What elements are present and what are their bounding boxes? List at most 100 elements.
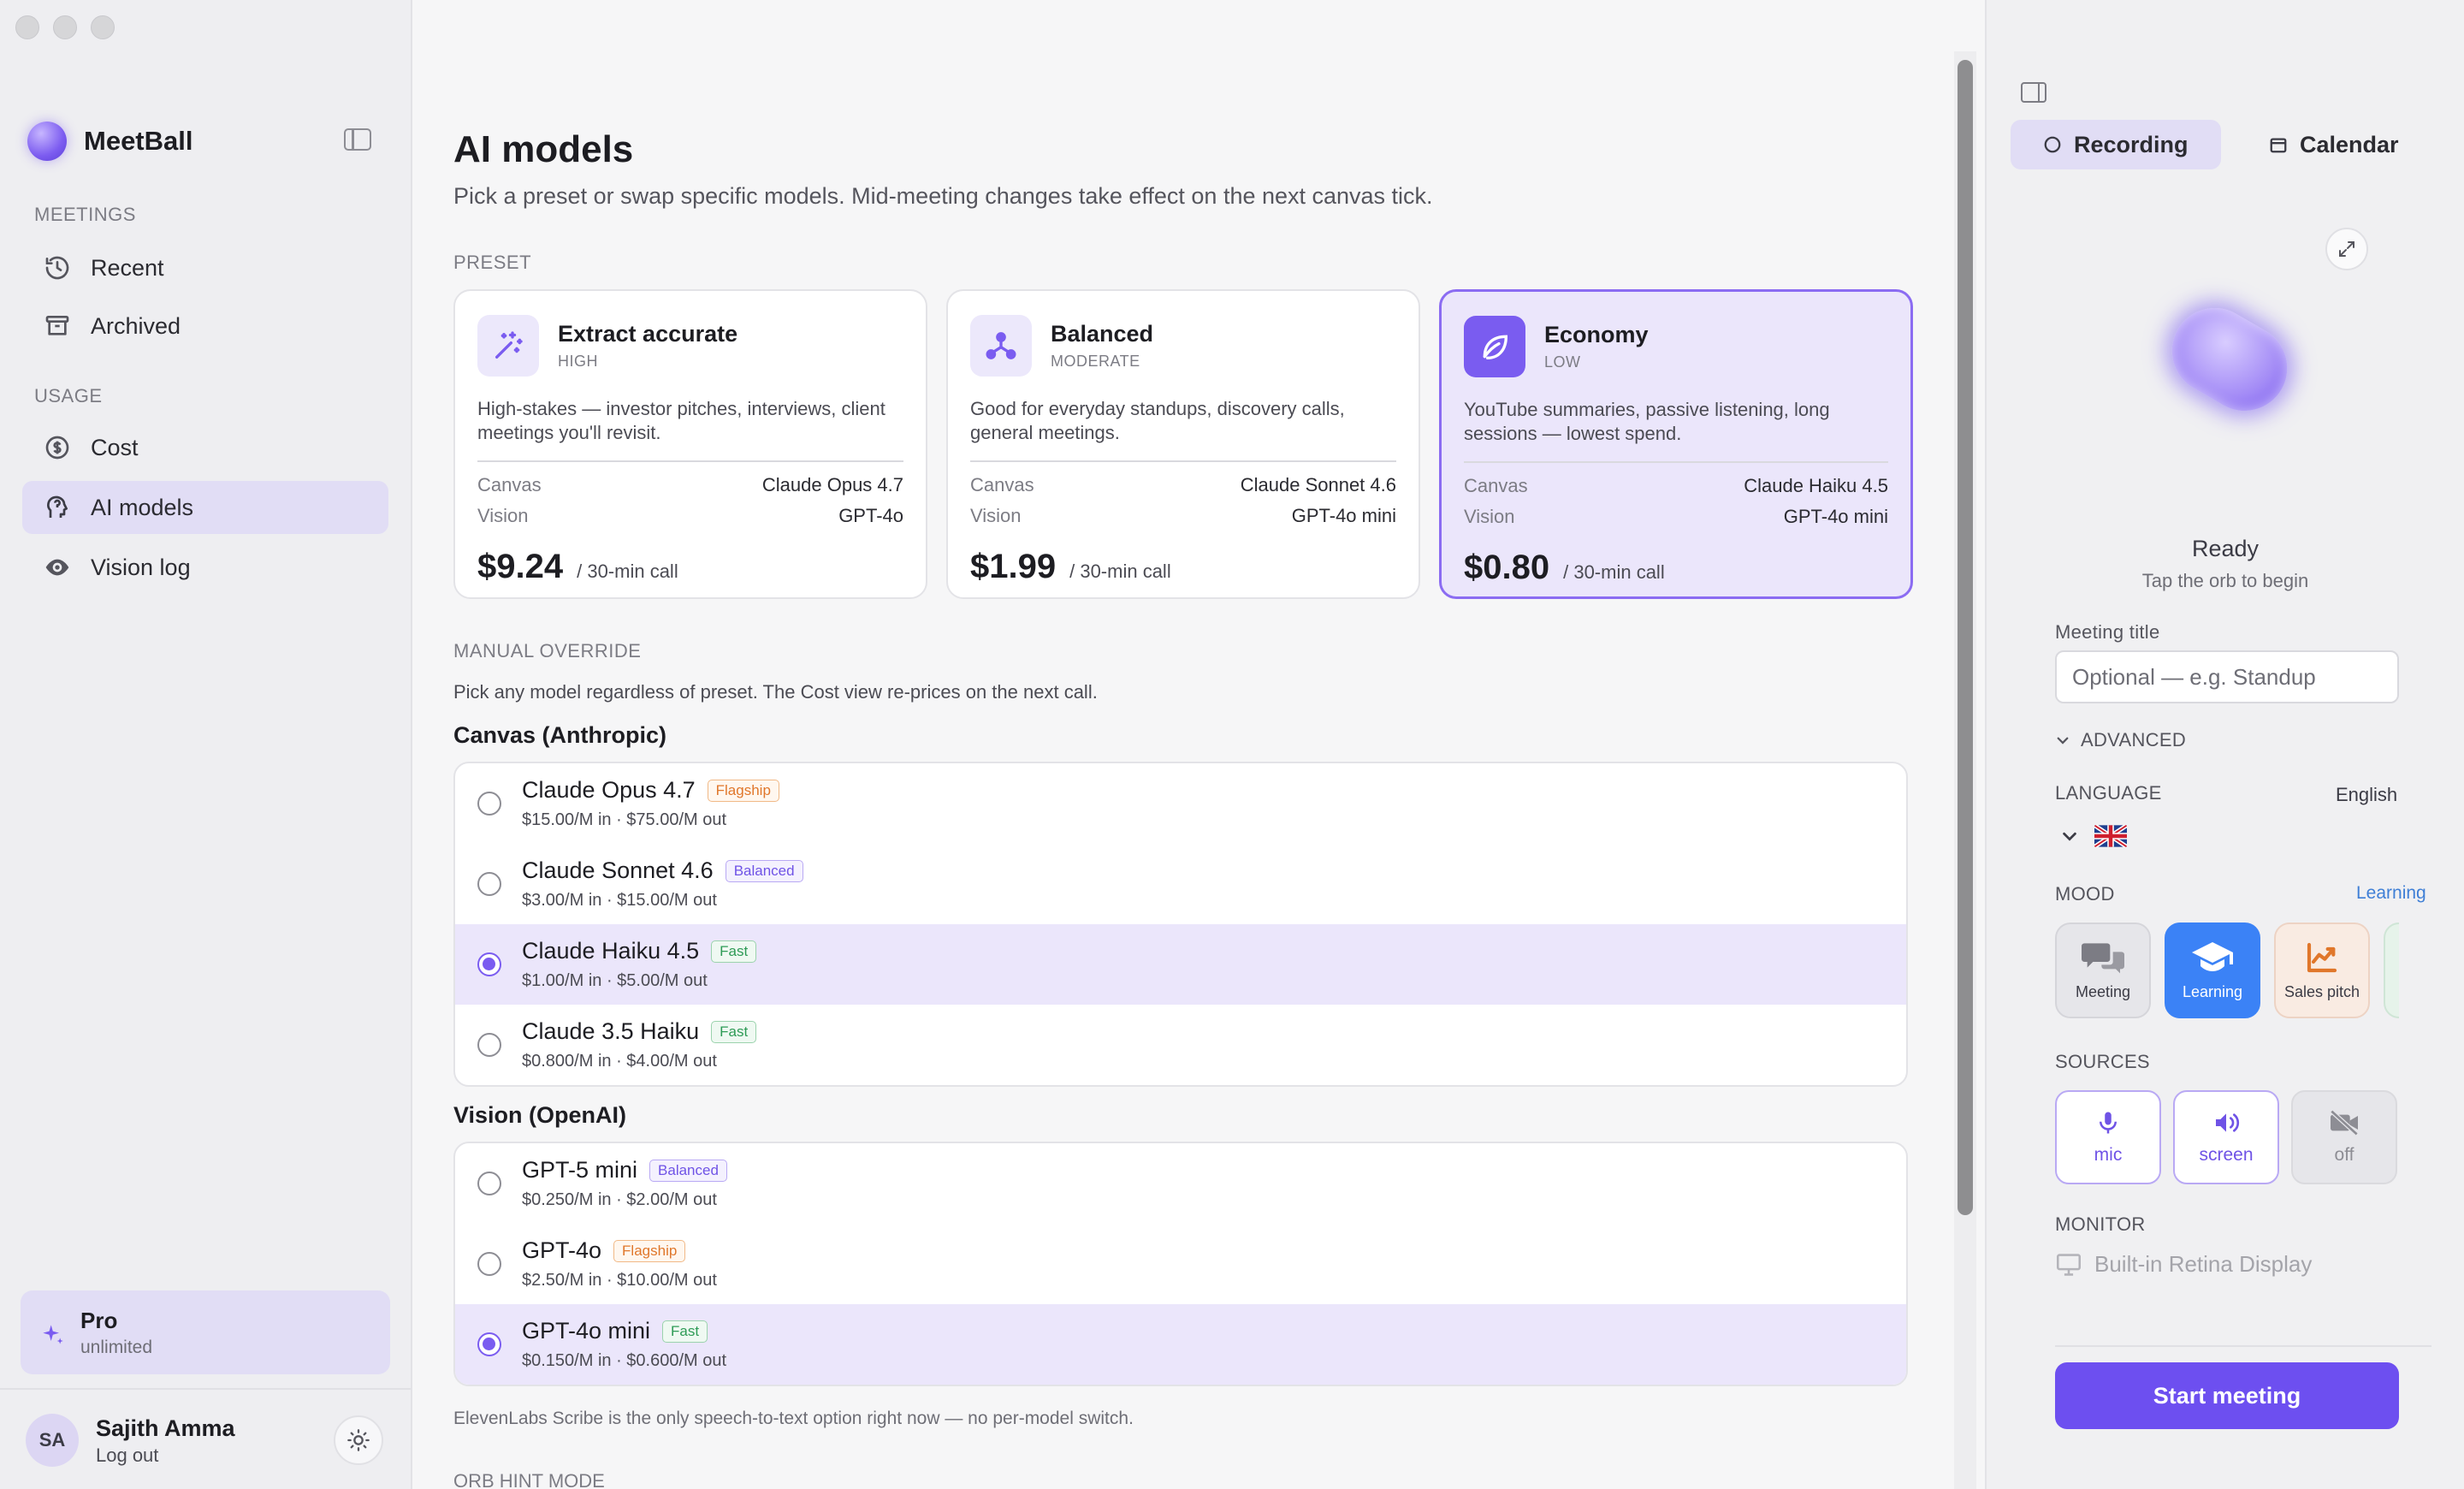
mood-option-label: Sales pitch [2283,982,2360,1000]
mood-option-sales-pitch[interactable]: Sales pitch [2274,922,2370,1018]
mic-icon [2100,1112,2117,1134]
advanced-toggle[interactable]: ADVANCED [2055,729,2186,751]
recording-panel: Recording Calendar Ready Tap the orb to … [1985,0,2464,1489]
model-option-claude-sonnet-4-6[interactable]: Claude Sonnet 4.6 Balanced $3.00/M in · $… [455,844,1906,924]
close-window-button[interactable] [15,15,39,39]
preset-name: Balanced [1051,321,1154,347]
main-content: AI models Pick a preset or swap specific… [412,0,1985,1489]
manual-override-label: MANUAL OVERRIDE [453,640,642,661]
chevron-down-icon [2063,832,2076,841]
graduation-cap-icon [2192,941,2233,971]
user-footer: SA Sajith Amma Log out [0,1388,411,1489]
canvas-label: Canvas [1464,475,1528,496]
source-mic-button[interactable]: mic [2055,1090,2161,1184]
sidebar-item-label: Cost [91,434,139,460]
model-option-gpt-5-mini[interactable]: GPT-5 mini Balanced $0.250/M in · $2.00/M… [455,1143,1906,1224]
plan-subtitle: unlimited [80,1338,153,1357]
source-label: screen [2199,1145,2254,1165]
language-label: LANGUAGE [2055,782,2162,804]
orb-hint-mode-label: ORB HINT MODE [453,1470,605,1489]
recording-orb[interactable] [2141,291,2312,445]
monitor-label: MONITOR [2055,1213,2146,1235]
preset-level: HIGH [558,353,598,370]
status-text: Ready [2191,536,2260,561]
preset-price-unit: / 30-min call [1069,561,1171,582]
sidebar-item-vision-log[interactable]: Vision log [22,541,388,594]
page-title: AI models [453,128,634,170]
display-icon [2057,1253,2081,1276]
radio-button-selected[interactable] [477,1332,501,1356]
sidebar-item-ai-models[interactable]: AI models [22,481,388,534]
logout-link[interactable]: Log out [96,1445,159,1466]
language-select[interactable] [2060,825,2127,847]
avatar[interactable]: SA [26,1414,79,1467]
radio-button[interactable] [477,1172,501,1195]
divider [477,460,903,462]
mood-selector: Meeting Learning Sales pitch In [2055,922,2399,1022]
tab-label: Recording [2074,131,2189,157]
calendar-icon [2270,138,2287,153]
radio-button[interactable] [477,1252,501,1276]
start-meeting-button[interactable]: Start meeting [2055,1362,2399,1429]
model-name: GPT-5 mini [522,1157,638,1183]
monitor-select[interactable]: Built-in Retina Display [2055,1251,2312,1278]
canvas-model: Claude Opus 4.7 [761,474,903,495]
sidebar-toggle-icon[interactable] [344,128,371,151]
preset-description: YouTube summaries, passive listening, lo… [1464,399,1830,444]
canvas-group-title: Canvas (Anthropic) [453,722,667,748]
model-badge: Balanced [649,1159,727,1182]
zoom-window-button[interactable] [91,15,115,39]
sources-label: SOURCES [2055,1051,2150,1072]
magic-wand-icon [477,315,539,377]
sidebar-item-label: Archived [91,312,181,339]
model-option-claude-3-5-haiku[interactable]: Claude 3.5 Haiku Fast $0.800/M in · $4.00… [455,1005,1906,1085]
tab-calendar[interactable]: Calendar [2236,120,2431,169]
trend-chart-icon [2307,942,2337,972]
source-camera-off-button[interactable]: off [2291,1090,2397,1184]
uk-flag-icon [2094,825,2127,847]
expand-button[interactable] [2325,228,2368,270]
section-label-usage: USAGE [34,385,103,406]
meeting-title-input[interactable] [2055,650,2399,703]
model-option-gpt-4o-mini[interactable]: GPT-4o mini Fast $0.150/M in · $0.600/M o… [455,1304,1906,1385]
canvas-model-list: Claude Opus 4.7 Flagship $15.00/M in · $7… [453,762,1908,1087]
source-screen-button[interactable]: screen [2173,1090,2279,1184]
tab-recording[interactable]: Recording [2011,120,2221,169]
radio-button-selected[interactable] [477,952,501,976]
chat-bubbles-icon [2082,942,2124,973]
radio-button[interactable] [477,872,501,896]
plan-title: Pro [80,1308,118,1333]
preset-name: Extract accurate [558,321,738,347]
model-option-claude-opus-4-7[interactable]: Claude Opus 4.7 Flagship $15.00/M in · $7… [455,763,1906,844]
sidebar-item-cost[interactable]: Cost [22,421,388,474]
brand-name: MeetBall [84,126,193,156]
vision-model: GPT-4o [838,505,903,526]
sidebar-item-recent[interactable]: Recent [22,241,388,294]
preset-price: $0.80 [1464,549,1550,586]
orb-blob[interactable] [2156,292,2303,427]
eye-icon [43,553,72,582]
preset-card-extract-accurate[interactable]: Extract accurate HIGH High-stakes — inve… [453,289,927,599]
panel-toggle-icon[interactable] [2021,82,2046,103]
minimize-window-button[interactable] [53,15,77,39]
mood-option-learning[interactable]: Learning [2165,922,2260,1018]
mood-option-meeting[interactable]: Meeting [2055,922,2151,1018]
radio-button[interactable] [477,1033,501,1057]
theme-toggle-button[interactable] [334,1415,383,1465]
tab-label: Calendar [2300,131,2399,157]
radio-button[interactable] [477,792,501,816]
model-option-claude-haiku-4-5[interactable]: Claude Haiku 4.5 Fast $1.00/M in · $5.00/… [455,924,1906,1005]
model-badge: Fast [711,940,757,963]
model-option-gpt-4o[interactable]: GPT-4o Flagship $2.50/M in · $10.00/M out [455,1224,1906,1304]
status-hint: Tap the orb to begin [2141,570,2309,591]
preset-card-balanced[interactable]: Balanced MODERATE Good for everyday stan… [946,289,1420,599]
mood-option-more[interactable]: In [2384,922,2399,1018]
vision-model: GPT-4o mini [1783,506,1888,527]
scrollbar-thumb[interactable] [1958,60,1973,1215]
brand: MeetBall [27,122,192,161]
history-icon [43,253,72,282]
preset-name: Economy [1544,322,1649,347]
plan-card[interactable]: Pro unlimited [21,1290,390,1374]
preset-card-economy[interactable]: Economy LOW YouTube summaries, passive l… [1439,289,1913,599]
sidebar-item-archived[interactable]: Archived [22,300,388,353]
